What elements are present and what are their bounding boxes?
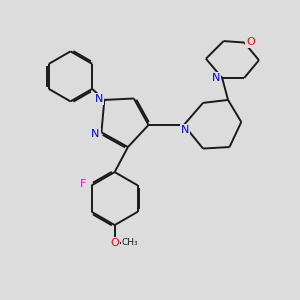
Text: N: N: [181, 125, 190, 135]
Text: F: F: [80, 179, 86, 189]
Text: N: N: [95, 94, 103, 104]
Text: O: O: [246, 37, 255, 47]
Text: N: N: [91, 129, 100, 139]
Text: N: N: [212, 73, 220, 83]
Text: O: O: [110, 238, 119, 248]
Text: CH₃: CH₃: [122, 238, 138, 247]
